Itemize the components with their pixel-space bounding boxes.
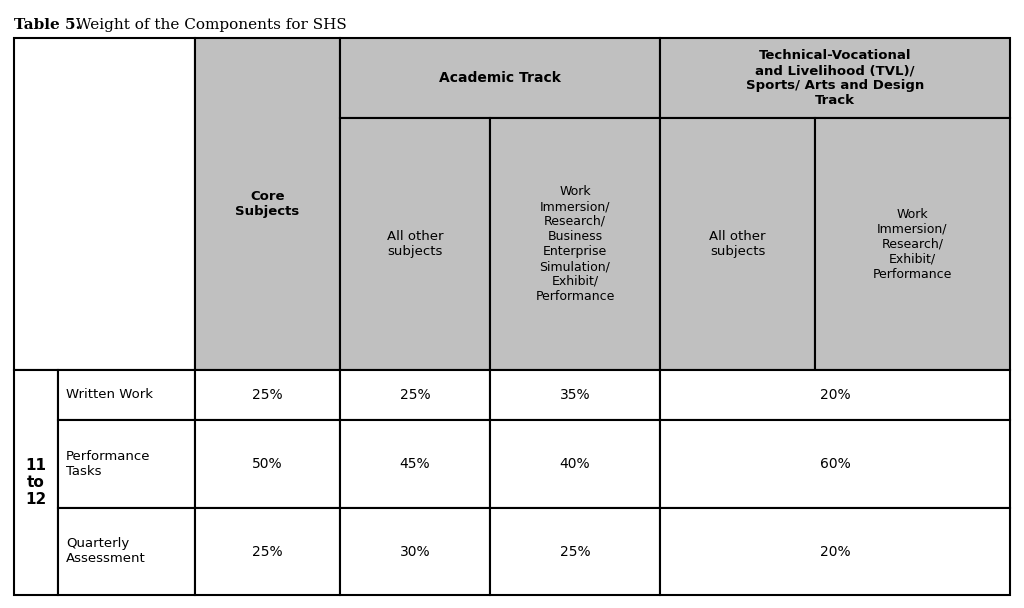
Text: 20%: 20% [819,388,850,402]
Bar [195,38,340,370]
Bar [660,38,1010,118]
Text: 25%: 25% [252,388,283,402]
Text: 60%: 60% [819,457,850,471]
Text: 30%: 30% [399,545,430,559]
Text: 25%: 25% [252,545,283,559]
Bar [14,370,58,595]
Text: All other
subjects: All other subjects [387,230,443,258]
Bar [660,370,1010,420]
Bar [14,38,195,370]
Text: Performance
Tasks: Performance Tasks [66,450,151,478]
Text: Technical-Vocational
and Livelihood (TVL)/
Sports/ Arts and Design
Track: Technical-Vocational and Livelihood (TVL… [745,49,924,107]
Bar [340,370,490,420]
Bar [490,118,660,370]
Text: Written Work: Written Work [66,389,153,401]
Bar [195,370,340,420]
Bar [490,370,660,420]
Text: Quarterly
Assessment: Quarterly Assessment [66,537,145,565]
Bar [660,118,815,370]
Text: 40%: 40% [560,457,590,471]
Bar [195,508,340,595]
Text: Work
Immersion/
Research/
Exhibit/
Performance: Work Immersion/ Research/ Exhibit/ Perfo… [872,207,952,280]
Bar [340,420,490,508]
Text: 45%: 45% [399,457,430,471]
Bar [815,118,1010,370]
Text: 35%: 35% [560,388,590,402]
Bar [340,508,490,595]
Bar [490,508,660,595]
Text: Academic Track: Academic Track [439,71,561,85]
Text: All other
subjects: All other subjects [710,230,766,258]
Bar [58,508,195,595]
Bar [340,38,660,118]
Bar [490,420,660,508]
Text: Table 5.: Table 5. [14,18,81,32]
Text: 20%: 20% [819,545,850,559]
Bar [58,420,195,508]
Text: Weight of the Components for SHS: Weight of the Components for SHS [71,18,347,32]
Text: 25%: 25% [399,388,430,402]
Bar [58,370,195,420]
Bar [660,508,1010,595]
Bar [660,420,1010,508]
Text: 25%: 25% [560,545,590,559]
Bar [340,118,490,370]
Text: 50%: 50% [252,457,283,471]
Bar [195,420,340,508]
Text: Core
Subjects: Core Subjects [236,190,300,218]
Text: Work
Immersion/
Research/
Business
Enterprise
Simulation/
Exhibit/
Performance: Work Immersion/ Research/ Business Enter… [536,185,614,303]
Text: 11
to
12: 11 to 12 [26,458,47,508]
